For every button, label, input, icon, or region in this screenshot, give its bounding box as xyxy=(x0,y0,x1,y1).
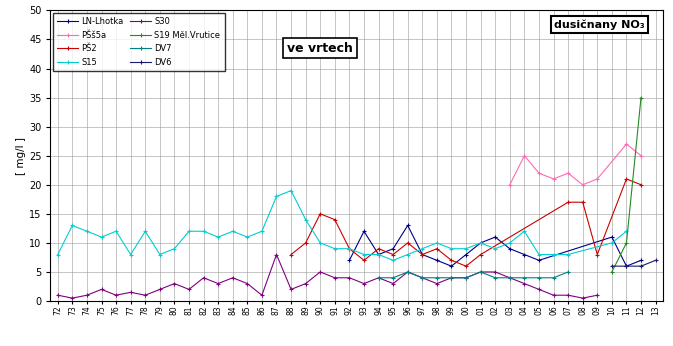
Legend: LN-Lhotka, PŠš5a, PŠ2, S15, S30, S19 Měl.Vrutice, DV7, DV6: LN-Lhotka, PŠš5a, PŠ2, S15, S30, S19 Měl… xyxy=(53,13,225,71)
Y-axis label: [ mg/l ]: [ mg/l ] xyxy=(16,137,26,175)
Text: ve vrtech: ve vrtech xyxy=(287,42,353,55)
Text: dusičnany NO₃: dusičnany NO₃ xyxy=(554,19,645,30)
